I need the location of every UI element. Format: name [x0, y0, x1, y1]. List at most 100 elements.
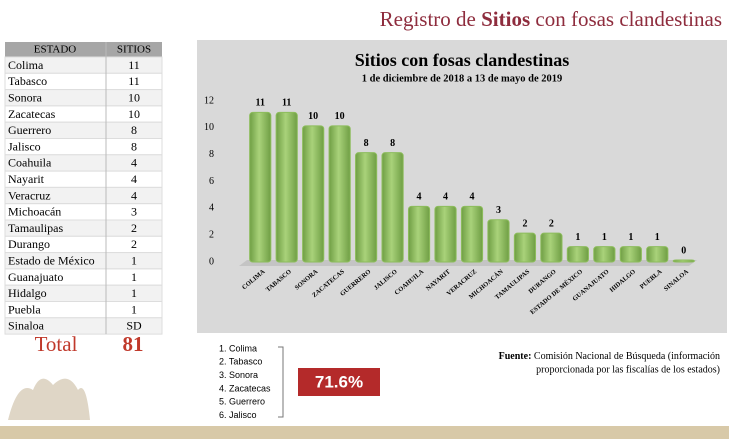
y-tick-label: 10 — [204, 122, 214, 133]
bar — [302, 125, 325, 263]
y-tick-label: 12 — [204, 95, 214, 106]
table-cell: SD — [126, 319, 142, 333]
table-cell: 11 — [128, 58, 140, 72]
total-label: Total — [35, 332, 78, 356]
ranking-item: 2. Tabasco — [219, 357, 262, 367]
ranking-item: 1. Colima — [219, 343, 257, 353]
source-text: proporcionada por las fiscalías de los e… — [536, 364, 720, 375]
bar — [407, 205, 431, 263]
data-label: 4 — [470, 192, 475, 203]
table-cell: 11 — [128, 74, 140, 88]
data-label: 1 — [575, 232, 580, 243]
ranking-item: 5. Guerrero — [219, 397, 265, 407]
bar — [434, 205, 457, 263]
table-cell: Tamaulipas — [8, 221, 63, 235]
source-text: Comisión Nacional de Búsqueda (informaci… — [534, 351, 720, 362]
title-part: con fosas clandestinas — [530, 7, 722, 31]
bar — [381, 152, 404, 263]
table-cell: Tabasco — [8, 74, 47, 88]
data-label: 8 — [364, 138, 369, 149]
data-label: 4 — [417, 192, 422, 203]
table-cell: Estado de México — [8, 254, 95, 268]
table-cell: 2 — [131, 237, 137, 251]
table-cell: Coahuila — [8, 156, 52, 170]
slide-title: Registro de Sitios con fosas clandestina… — [380, 7, 722, 31]
y-tick-label: 4 — [209, 203, 214, 214]
table-cell: 4 — [131, 172, 137, 186]
y-tick-label: 6 — [209, 176, 214, 187]
footer-band — [0, 426, 729, 439]
table-cell: 8 — [131, 123, 137, 137]
table-cell: 3 — [131, 205, 137, 219]
bar — [328, 125, 351, 263]
table-cell: 1 — [131, 254, 137, 268]
source-label: Fuente: — [499, 351, 532, 362]
chart-subtitle: 1 de diciembre de 2018 a 13 de mayo de 2… — [362, 73, 562, 84]
data-label: 0 — [681, 245, 686, 256]
ranking-item: 6. Jalisco — [219, 410, 257, 420]
share: 71.6% — [315, 372, 363, 391]
table-cell: Veracruz — [8, 188, 51, 202]
table-cell: Guerrero — [8, 123, 51, 137]
bar — [566, 246, 589, 263]
bar — [672, 259, 695, 263]
data-label: 3 — [496, 205, 501, 216]
title-part: Registro de — [380, 7, 481, 31]
y-tick-label: 8 — [209, 149, 214, 160]
chart-title: Sitios con fosas clandestinas — [355, 50, 570, 70]
bar — [593, 246, 616, 263]
data-label: 10 — [335, 111, 345, 122]
data-label: 1 — [628, 232, 633, 243]
data-label: 2 — [522, 218, 527, 229]
table-cell: 10 — [128, 107, 140, 121]
bar — [275, 111, 298, 263]
table-cell: Guanajuato — [8, 270, 63, 284]
y-tick-label: 2 — [209, 229, 214, 240]
bar — [646, 246, 669, 263]
data-label: 8 — [390, 138, 395, 149]
table-cell: 10 — [128, 91, 140, 105]
table-cell: Hidalgo — [8, 286, 47, 300]
source-line: Fuente: Comisión Nacional de Búsqueda (i… — [499, 351, 720, 362]
table-header: ESTADO — [34, 44, 77, 56]
data-label: 10 — [308, 111, 318, 122]
data-label: 11 — [256, 98, 265, 109]
total-value: 81 — [123, 332, 144, 356]
table-cell: Durango — [8, 237, 50, 251]
table-cell: Nayarit — [8, 172, 45, 186]
data-label: 2 — [549, 218, 554, 229]
table-cell: Sonora — [8, 91, 43, 105]
table-row-bg — [4, 317, 163, 335]
title-part: Sitios — [481, 7, 530, 31]
table-cell: Puebla — [8, 302, 41, 316]
bar — [460, 205, 484, 263]
bracket — [278, 346, 284, 418]
table-cell: Colima — [8, 58, 44, 72]
y-tick-label: 0 — [209, 256, 214, 267]
data-label: 1 — [655, 232, 660, 243]
bar — [487, 219, 510, 263]
table-cell: 8 — [131, 139, 137, 153]
data-label: 11 — [282, 98, 291, 109]
table-cell: Michoacán — [8, 205, 61, 219]
table-cell: Jalisco — [8, 139, 41, 153]
table-cell: Sinaloa — [8, 319, 45, 333]
table-header-bg — [5, 42, 162, 57]
ranking-item: 3. Sonora — [219, 370, 258, 380]
data-label: 4 — [443, 192, 448, 203]
table-cell: 4 — [131, 156, 137, 170]
bar — [540, 232, 563, 263]
table-cell: 4 — [131, 188, 137, 202]
table-cell: 2 — [131, 221, 137, 235]
logo-illustration — [8, 378, 90, 420]
table-cell: 1 — [131, 286, 137, 300]
bar — [513, 232, 537, 263]
bar — [355, 152, 378, 263]
bar — [619, 246, 642, 263]
share-box — [298, 368, 380, 396]
ranking-item: 4. Zacatecas — [219, 383, 271, 393]
table-cell: 1 — [131, 270, 137, 284]
bar — [249, 111, 272, 263]
